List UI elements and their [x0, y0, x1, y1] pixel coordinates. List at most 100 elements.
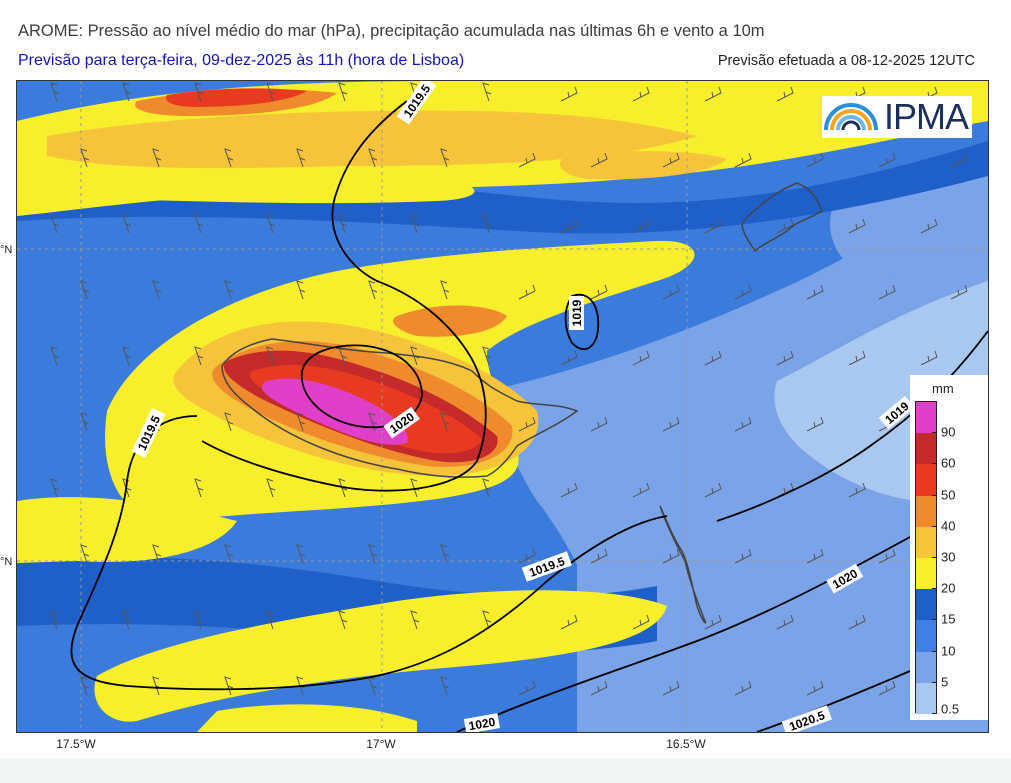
wind-barb: [50, 214, 60, 234]
wind-barb: [518, 284, 536, 300]
wind-barb: [368, 544, 378, 564]
isobar-label-bg: [521, 551, 572, 582]
wind-barb: [80, 280, 90, 300]
wind-barb: [662, 284, 680, 300]
wind-barb: [368, 148, 378, 168]
lon-label-17-5w: 17.5°W: [56, 737, 96, 751]
yellow-band-north-2: [92, 169, 475, 204]
yellow-band-south-2: [197, 704, 417, 732]
wind-barb: [80, 544, 90, 564]
isobar-label-group: 1019: [569, 296, 584, 330]
wind-barb: [734, 152, 752, 168]
wind-barb: [368, 412, 378, 432]
wind-barb: [776, 482, 794, 498]
wind-barb: [296, 544, 306, 564]
legend-unit: mm: [932, 381, 954, 396]
ipma-rainbow-icon: [824, 103, 878, 131]
wind-barb: [122, 214, 132, 234]
wind-barb: [194, 610, 204, 630]
wind-barb: [518, 680, 536, 696]
wind-barb: [482, 610, 492, 630]
wind-barb: [806, 680, 824, 696]
bottom-strip: [0, 758, 1011, 783]
wind-barb: [560, 350, 578, 366]
legend-swatch: [916, 495, 936, 527]
wind-barb: [806, 548, 824, 564]
isobar-1019-5-north: [201, 100, 487, 492]
wind-barb: [224, 280, 234, 300]
wind-barb: [266, 478, 276, 498]
wind-barb: [266, 346, 276, 366]
wind-barb: [194, 478, 204, 498]
legend-tick: [932, 588, 937, 590]
wind-barb: [776, 86, 794, 102]
wind-barb: [224, 412, 234, 432]
wind-barb: [338, 82, 348, 102]
isobar-1020-inner: [300, 344, 423, 429]
wind-barb: [296, 148, 306, 168]
wind-barb: [122, 346, 132, 366]
wind-barb: [518, 548, 536, 564]
forecast-time-subtitle: Previsão para terça-feira, 09-dez-2025 à…: [18, 52, 465, 69]
wind-barb: [878, 152, 896, 168]
wind-barb: [440, 148, 450, 168]
wind-barb: [632, 482, 650, 498]
wind-barb: [296, 280, 306, 300]
wind-barb: [80, 148, 90, 168]
orange-band-north: [47, 110, 697, 169]
wind-barb: [590, 152, 608, 168]
wind-barb: [194, 214, 204, 234]
wind-barb: [266, 610, 276, 630]
wind-barb: [848, 614, 866, 630]
isobar-label-bg: [131, 407, 166, 458]
wind-barb: [734, 416, 752, 432]
yellow-band-west: [17, 497, 237, 563]
wind-barb: [878, 680, 896, 696]
legend-swatch: [916, 402, 936, 434]
precipitation-legend: mm 0.5 5 10 15 20 30 40 50 60 90: [910, 375, 988, 720]
wind-barb: [806, 284, 824, 300]
madeira-island-outline: [221, 338, 579, 478]
wind-barb: [776, 614, 794, 630]
wind-barb: [590, 284, 608, 300]
legend-label: 5: [941, 674, 949, 690]
wind-barb: [734, 680, 752, 696]
wind-barb: [590, 416, 608, 432]
wind-barb: [848, 350, 866, 366]
wind-barb: [848, 482, 866, 498]
wind-barb: [152, 148, 162, 168]
desertas-outline: [659, 505, 707, 624]
wind-barb: [776, 218, 794, 234]
wind-barb: [704, 218, 722, 234]
wind-barb: [734, 284, 752, 300]
wind-barb: [50, 478, 60, 498]
wind-barb: [266, 82, 276, 102]
legend-swatch: [916, 651, 936, 683]
wind-barb: [704, 614, 722, 630]
wind-barb: [632, 86, 650, 102]
wind-barb: [878, 284, 896, 300]
legend-tick: [932, 681, 937, 683]
wind-barb: [806, 416, 824, 432]
magenta-core-main: [261, 378, 408, 445]
legend-label: 10: [941, 643, 956, 659]
wind-barb: [266, 214, 276, 234]
wind-barb: [80, 412, 90, 432]
legend-label: 90: [941, 424, 956, 440]
wind-barb: [368, 280, 378, 300]
wind-barb: [194, 346, 204, 366]
isobar-1019-small: [564, 293, 600, 351]
wind-barb: [662, 548, 680, 564]
lat-label-north: °N: [0, 244, 13, 256]
wind-barb: [662, 152, 680, 168]
isobar-label-bg: [396, 81, 437, 125]
isobar-1019-east: [716, 330, 988, 522]
legend-swatch: [916, 526, 936, 558]
legend-colorbar: [915, 401, 937, 714]
wind-barb: [482, 346, 492, 366]
legend-label: 20: [941, 580, 956, 596]
legend-tick: [932, 713, 937, 714]
wind-barb: [482, 478, 492, 498]
wind-barb: [560, 218, 578, 234]
isobar-label: 1019: [570, 299, 584, 326]
